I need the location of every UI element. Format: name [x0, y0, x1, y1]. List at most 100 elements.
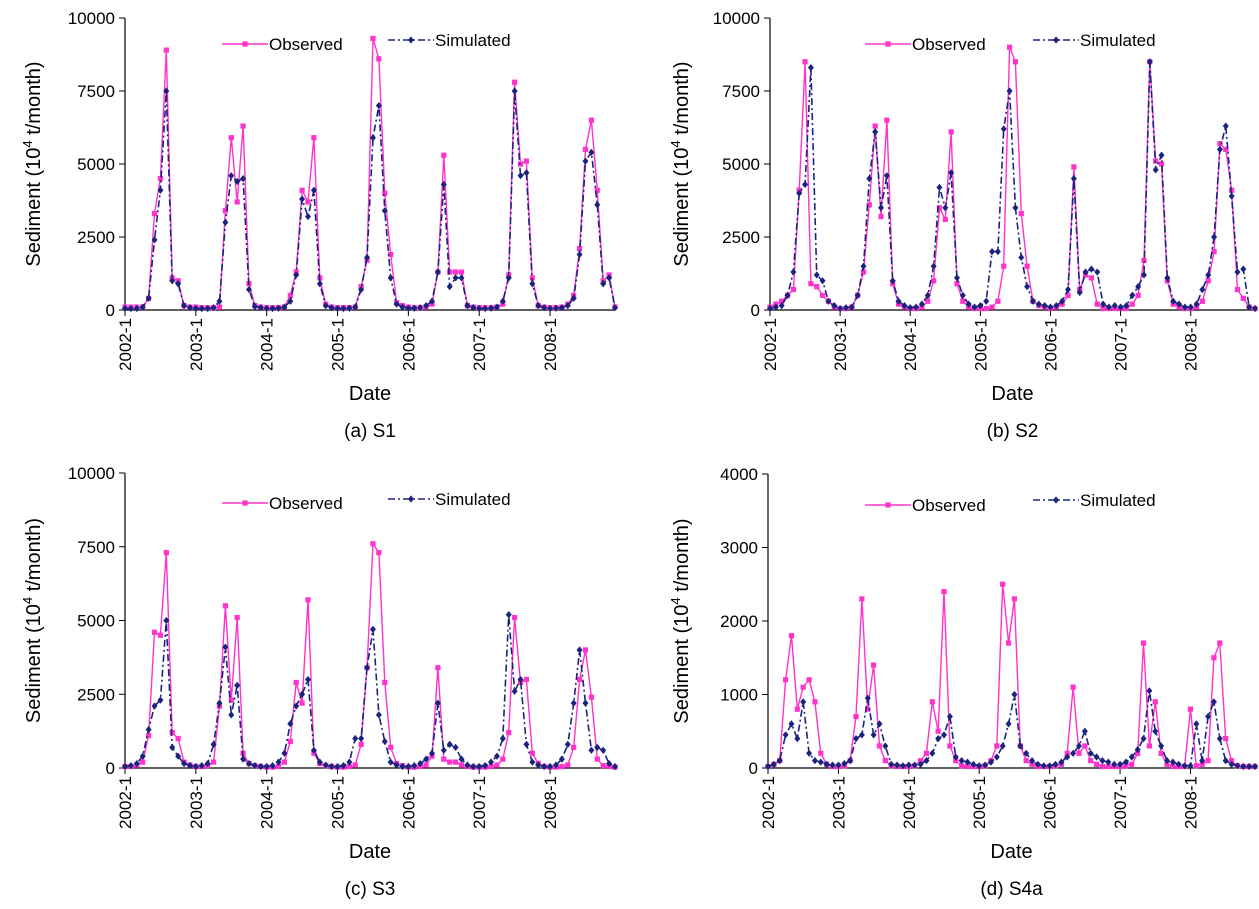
data-point	[1052, 760, 1059, 768]
data-point	[848, 303, 855, 311]
data-point	[222, 603, 228, 609]
data-point	[482, 762, 489, 770]
data-point	[375, 711, 382, 719]
y-tick-label: 0	[749, 759, 758, 778]
data-point	[405, 304, 412, 312]
series-line	[769, 61, 1256, 310]
data-point	[859, 596, 865, 602]
data-point	[1105, 758, 1112, 766]
data-point	[1228, 758, 1235, 764]
data-point	[423, 302, 430, 310]
data-point	[512, 614, 518, 621]
data-point	[565, 762, 571, 768]
data-point	[1187, 762, 1194, 770]
y-tick-label: 10000	[713, 9, 760, 28]
data-point	[1076, 288, 1083, 297]
data-point	[931, 278, 937, 284]
data-point	[358, 734, 365, 743]
data-point	[299, 187, 305, 193]
data-point	[364, 664, 371, 672]
data-point	[186, 762, 193, 770]
data-point	[1199, 761, 1205, 767]
x-tick-label: 2003-1	[829, 776, 848, 829]
data-point	[151, 211, 158, 217]
data-point	[1152, 727, 1159, 735]
data-point	[788, 633, 795, 639]
legend-label: Observed	[269, 35, 343, 54]
data-point	[405, 762, 412, 771]
data-point	[946, 712, 953, 721]
data-point	[783, 677, 789, 683]
data-point	[935, 735, 942, 743]
data-point	[765, 762, 771, 771]
data-point	[275, 758, 282, 766]
data-point	[163, 87, 170, 95]
data-point	[606, 759, 613, 768]
panel-caption: (c) S3	[345, 879, 396, 900]
x-tick-label: 2005-1	[971, 318, 990, 371]
y-axis-title: Sediment (104 t/month)	[668, 61, 693, 266]
data-point	[564, 740, 571, 748]
data-point	[958, 757, 965, 765]
legend-marker	[408, 495, 414, 503]
data-point	[917, 758, 924, 764]
data-point	[346, 763, 352, 770]
data-point	[1240, 295, 1246, 301]
data-point	[847, 757, 854, 765]
chart-panel-4: 0 1000 2000 3000 4000 2002-1 2003-1 2004-1 2005-…	[668, 465, 1258, 900]
data-point	[772, 303, 779, 311]
data-point	[994, 248, 1001, 256]
data-point	[381, 737, 388, 746]
data-point	[806, 677, 812, 683]
data-point	[240, 123, 246, 129]
data-point	[204, 304, 211, 313]
data-point	[458, 274, 465, 282]
data-point	[865, 706, 871, 712]
data-point	[819, 277, 826, 285]
data-point	[482, 304, 489, 313]
data-point	[582, 146, 589, 152]
data-point	[983, 297, 990, 305]
data-point	[1152, 699, 1158, 705]
data-point	[853, 713, 859, 720]
data-point	[878, 213, 884, 220]
data-point	[1059, 297, 1066, 305]
data-point	[216, 297, 223, 305]
data-point	[779, 298, 785, 304]
data-point	[411, 762, 418, 770]
data-point	[1181, 762, 1188, 770]
data-point	[1034, 760, 1041, 768]
data-point	[1129, 761, 1135, 767]
data-point	[1134, 746, 1141, 754]
data-point	[234, 681, 241, 689]
data-point	[1064, 750, 1070, 756]
data-point	[570, 699, 577, 707]
data-point	[1058, 758, 1065, 766]
data-point	[311, 135, 317, 141]
data-point	[1117, 760, 1124, 768]
data-point	[1228, 192, 1235, 200]
y-tick-label: 7500	[77, 538, 115, 557]
data-point	[340, 304, 347, 313]
data-point	[977, 302, 984, 310]
data-point	[234, 199, 240, 205]
data-point	[1001, 263, 1007, 269]
x-tick-label: 2007-1	[470, 318, 489, 371]
legend: Observed Simulated	[222, 490, 511, 513]
data-point	[1029, 297, 1036, 305]
data-point	[428, 749, 435, 757]
data-point	[576, 676, 583, 683]
data-point	[281, 749, 288, 757]
data-point	[612, 762, 618, 771]
series-observed	[122, 541, 618, 770]
x-tick-label: 2006-1	[1041, 318, 1060, 371]
data-point	[411, 304, 418, 312]
data-point	[882, 742, 889, 750]
data-point	[399, 303, 406, 311]
data-point	[954, 281, 960, 287]
legend-marker	[885, 502, 891, 508]
data-point	[594, 187, 600, 193]
x-tick-label: 2004-1	[901, 318, 920, 371]
data-point	[234, 177, 241, 186]
data-point	[1140, 735, 1147, 743]
